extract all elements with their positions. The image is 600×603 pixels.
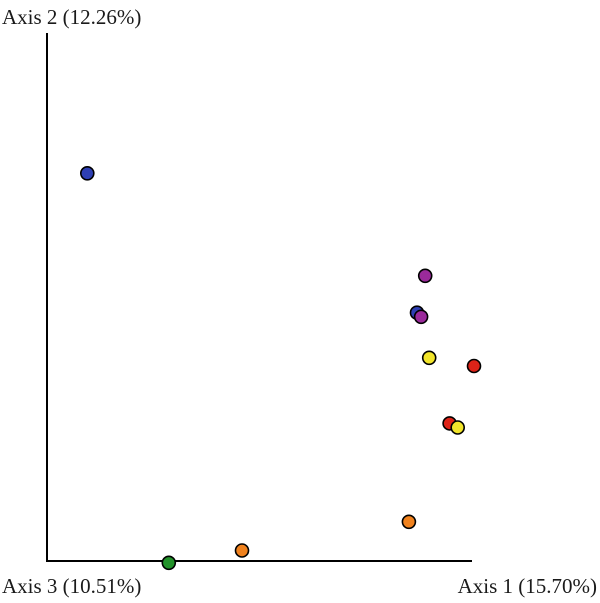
axis-2-label: Axis 2 (12.26%) [2,5,141,29]
data-point-11 [161,555,177,571]
data-point-6 [466,358,482,374]
data-point-9 [401,514,417,530]
data-point-2 [417,268,433,284]
data-point-4 [413,309,429,325]
data-point-8 [450,420,466,435]
data-point-10 [234,543,250,558]
axis-3-label: Axis 3 (10.51%) [2,574,141,598]
data-point-5 [421,350,437,366]
axis-1-label: Axis 1 (15.70%) [458,574,597,598]
data-point-1 [80,166,95,181]
data-points [80,166,482,571]
